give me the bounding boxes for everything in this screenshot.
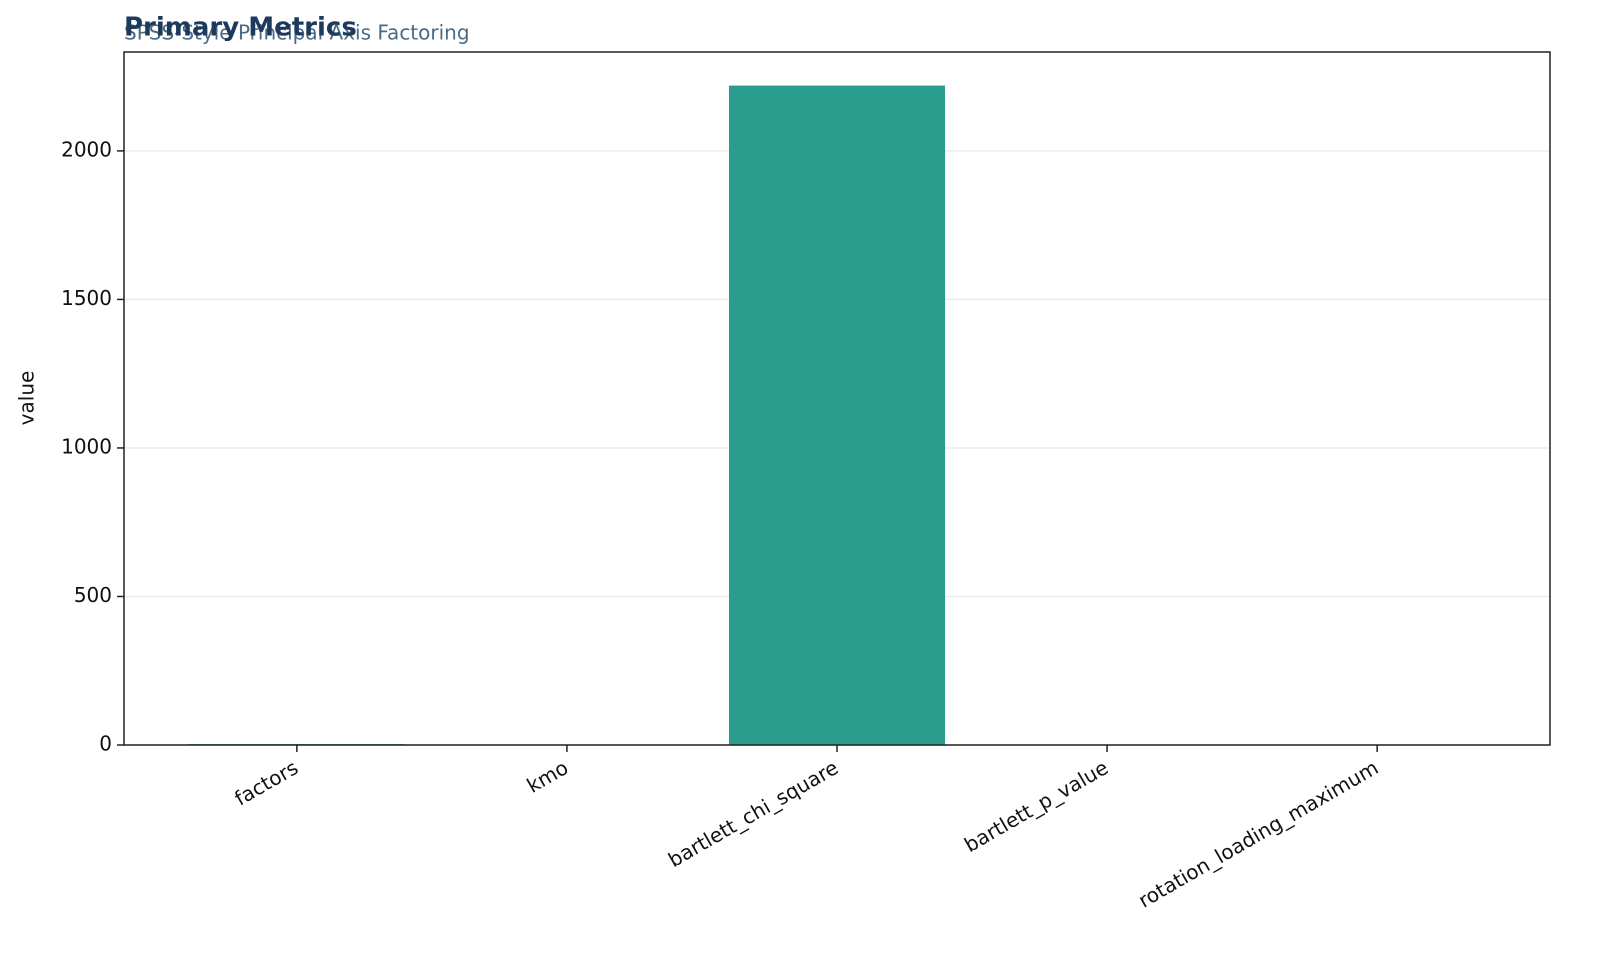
y-axis-label: value <box>15 371 39 426</box>
x-tick-label: factors <box>230 755 302 810</box>
y-tick-label: 0 <box>99 732 112 756</box>
bar <box>728 85 946 745</box>
y-tick-label: 1000 <box>61 434 112 458</box>
chart-subtitle: SPSS-Style Principal Axis Factoring <box>124 21 470 45</box>
x-tick-label: bartlett_chi_square <box>664 755 842 872</box>
y-tick-label: 1500 <box>61 286 112 310</box>
x-tick-label: rotation_loading_maximum <box>1134 755 1382 912</box>
chart-title: Primary Metrics <box>124 13 357 43</box>
y-tick-label: 500 <box>74 583 112 607</box>
plot-frame <box>123 51 1551 746</box>
y-tick-label: 2000 <box>61 137 112 161</box>
x-tick-label: bartlett_p_value <box>960 755 1112 857</box>
x-tick-label: kmo <box>523 755 573 797</box>
